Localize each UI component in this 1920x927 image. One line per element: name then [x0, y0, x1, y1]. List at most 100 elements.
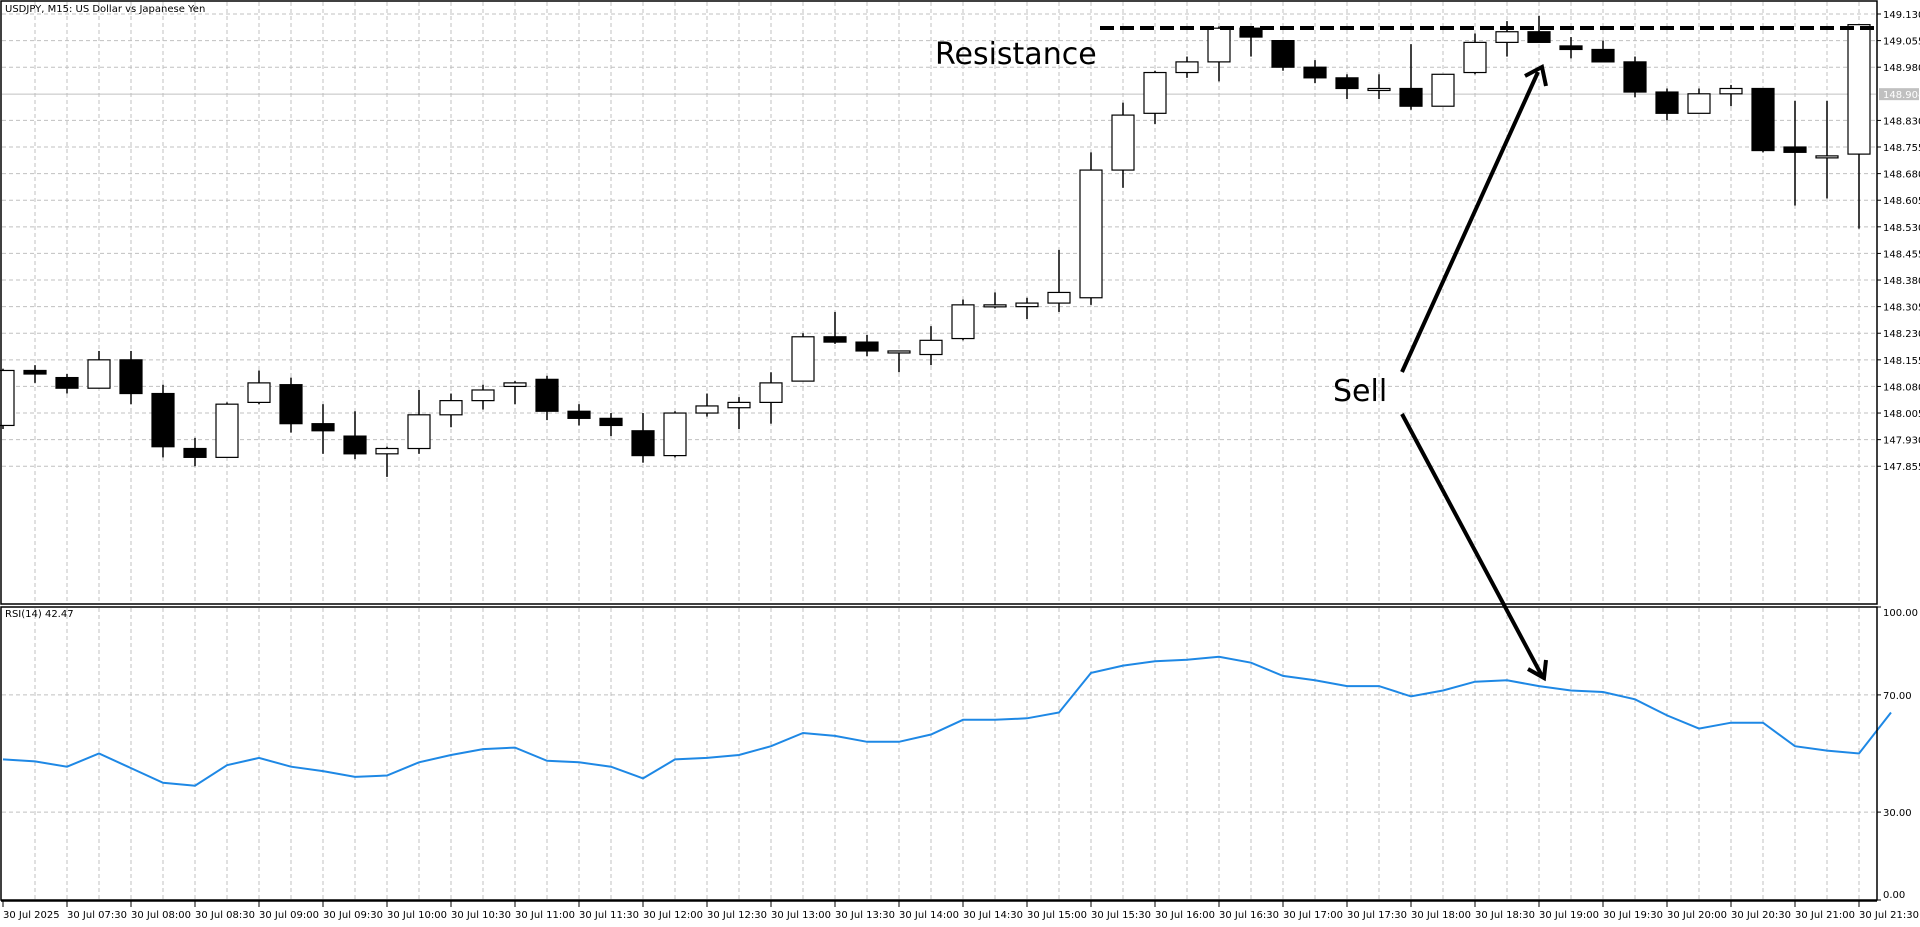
candle: [375, 446, 399, 477]
rsi-indicator-label: RSI(14) 42.47: [5, 609, 74, 620]
rsi-tick-label: 70.00: [1883, 691, 1912, 702]
candle: [1111, 102, 1135, 188]
time-tick-label: 30 Jul 21:00: [1795, 910, 1855, 921]
resistance-label: Resistance: [935, 37, 1097, 72]
candle: [471, 384, 495, 410]
candle: [1271, 40, 1295, 71]
time-tick-label: 30 Jul 20:00: [1667, 910, 1727, 921]
candle: [567, 404, 591, 426]
candle: [535, 375, 559, 421]
time-tick-label: 30 Jul 07:30: [67, 910, 127, 921]
rsi-tick-label: 0.00: [1883, 890, 1905, 901]
price-axis[interactable]: 149.130 149.055 148.980 148.830 148.755 148.6…: [1877, 10, 1920, 473]
candle: [1719, 84, 1743, 107]
candle: [919, 326, 943, 366]
time-tick-label: 30 Jul 17:30: [1347, 910, 1407, 921]
price-grid: [2, 2, 1876, 603]
time-tick-label: 30 Jul 19:30: [1603, 910, 1663, 921]
candle: [119, 350, 143, 405]
candle: [887, 350, 911, 373]
candle: [1687, 88, 1711, 114]
candle: [1431, 73, 1455, 107]
time-tick-label: 30 Jul 15:30: [1091, 910, 1151, 921]
time-tick-label: 30 Jul 16:30: [1219, 910, 1279, 921]
candle: [55, 374, 79, 394]
price-tick-label: 148.005: [1883, 409, 1920, 420]
candle: [1751, 87, 1775, 153]
price-tick-label: 148.155: [1883, 356, 1920, 367]
candle: [759, 372, 783, 424]
candle: [1015, 297, 1039, 320]
time-tick-label: 30 Jul 20:30: [1731, 910, 1791, 921]
time-tick-label: 30 Jul 21:30: [1859, 910, 1919, 921]
price-tick-label: 149.055: [1883, 37, 1920, 48]
candle: [823, 311, 847, 344]
candle: [1463, 33, 1487, 75]
time-tick-label: 30 Jul 2025: [3, 910, 60, 921]
time-tick-label: 30 Jul 14:30: [963, 910, 1023, 921]
current-price-label: 148.904: [1883, 90, 1920, 101]
chart-title: USDJPY, M15: US Dollar vs Japanese Yen: [5, 4, 205, 15]
sell-label: Sell: [1333, 374, 1387, 409]
time-tick-label: 30 Jul 10:00: [387, 910, 447, 921]
candle: [1143, 70, 1167, 124]
price-tick-label: 148.755: [1883, 143, 1920, 154]
time-tick-label: 30 Jul 15:00: [1027, 910, 1087, 921]
price-tick-label: 148.380: [1883, 276, 1920, 287]
rsi-axis[interactable]: 100.00 70.00 30.00 0.00: [1877, 606, 1918, 901]
time-tick-label: 30 Jul 12:30: [707, 910, 767, 921]
candle: [1783, 100, 1807, 206]
time-tick-label: 30 Jul 11:00: [515, 910, 575, 921]
candle: [183, 437, 207, 467]
price-tick-label: 148.080: [1883, 382, 1920, 393]
time-tick-label: 30 Jul 10:30: [451, 910, 511, 921]
time-tick-label: 30 Jul 08:00: [131, 910, 191, 921]
time-tick-label: 30 Jul 16:00: [1155, 910, 1215, 921]
time-tick-label: 30 Jul 13:30: [835, 910, 895, 921]
candle: [1047, 249, 1071, 312]
rsi-line: [2, 655, 1892, 787]
price-tick-label: 148.605: [1883, 196, 1920, 207]
candle: [1399, 44, 1423, 110]
candlestick-series: [0, 15, 1871, 477]
price-tick-label: 147.930: [1883, 436, 1920, 447]
time-tick-label: 30 Jul 09:00: [259, 910, 319, 921]
candle: [151, 384, 175, 458]
candle: [631, 413, 655, 463]
price-tick-label: 148.680: [1883, 170, 1920, 181]
candle: [951, 299, 975, 341]
time-tick-label: 30 Jul 11:30: [579, 910, 639, 921]
candle: [503, 381, 527, 405]
candle: [1815, 100, 1839, 199]
time-tick-label: 30 Jul 14:00: [899, 910, 959, 921]
price-tick-label: 147.855: [1883, 462, 1920, 473]
time-tick-label: 30 Jul 19:00: [1539, 910, 1599, 921]
current-price-tag: 148.904: [1879, 88, 1920, 101]
candle: [983, 292, 1007, 309]
candle: [279, 377, 303, 433]
candle: [23, 365, 47, 383]
candle: [1079, 152, 1103, 305]
sell-arrow-up-icon: [1400, 63, 1548, 373]
candle: [727, 397, 751, 429]
rsi-grid: [2, 608, 1876, 899]
candle: [247, 370, 271, 405]
rsi-panel-frame: [0, 606, 1878, 901]
time-tick-label: 30 Jul 08:30: [195, 910, 255, 921]
price-tick-label: 148.305: [1883, 303, 1920, 314]
candle: [791, 333, 815, 382]
candle: [0, 368, 15, 429]
candle: [1367, 74, 1391, 100]
candle: [1175, 56, 1199, 78]
candle: [215, 402, 239, 458]
price-panel-frame: [0, 0, 1878, 605]
time-axis[interactable]: 30 Jul 2025 30 Jul 07:30 30 Jul 08:00 30 Ju…: [2, 901, 1919, 921]
price-tick-label: 148.530: [1883, 223, 1920, 234]
price-tick-label: 149.130: [1883, 10, 1920, 21]
candle: [695, 393, 719, 417]
candle: [87, 350, 111, 389]
candle: [1239, 26, 1263, 57]
time-tick-label: 30 Jul 12:00: [643, 910, 703, 921]
